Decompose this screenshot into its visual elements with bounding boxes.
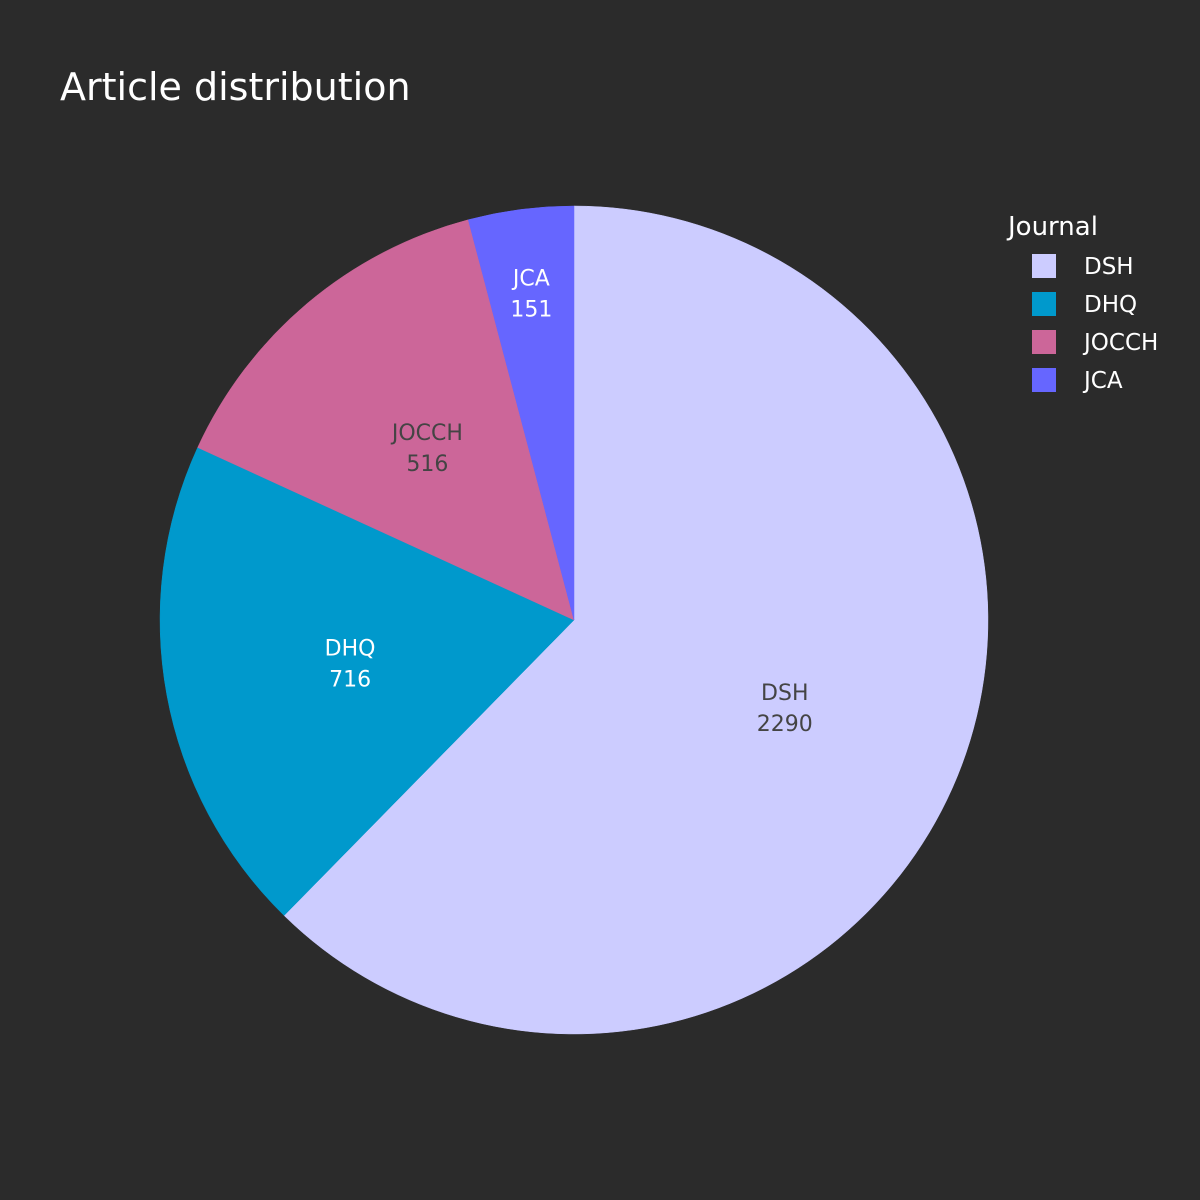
slice-value-jca: 151 [510, 298, 552, 323]
slice-label-dhq: DHQ [325, 636, 376, 661]
legend-swatch-jocch [1032, 330, 1056, 354]
legend-item-dhq[interactable]: DHQ [1032, 292, 1137, 318]
pie-slice-dsh[interactable] [283, 205, 989, 1035]
legend-swatch-dsh [1032, 254, 1056, 278]
legend: Journal DSH DHQ JOCCH JCA [1006, 212, 1158, 394]
pie-slice-labels: DSH 2290 DHQ 716 JOCCH 516 JCA 151 [325, 267, 813, 738]
legend-swatch-dhq [1032, 292, 1056, 316]
legend-label-dsh: DSH [1084, 254, 1134, 280]
chart-title: Article distribution [60, 65, 411, 109]
slice-label-jocch: JOCCH [390, 421, 463, 446]
slice-value-dhq: 716 [329, 667, 371, 692]
legend-label-jca: JCA [1082, 368, 1123, 394]
pie-slices [159, 205, 989, 1035]
pie-slice-jocch[interactable] [197, 219, 575, 621]
legend-title: Journal [1006, 212, 1098, 242]
slice-label-dsh: DSH [761, 681, 808, 706]
pie-slice-dhq[interactable] [159, 447, 575, 916]
slice-value-dsh: 2290 [757, 712, 813, 737]
legend-label-jocch: JOCCH [1082, 330, 1158, 356]
legend-label-dhq: DHQ [1084, 292, 1137, 318]
legend-swatch-jca [1032, 368, 1056, 392]
legend-item-jocch[interactable]: JOCCH [1032, 330, 1158, 356]
legend-item-dsh[interactable]: DSH [1032, 254, 1134, 280]
slice-value-jocch: 516 [406, 452, 448, 477]
legend-item-jca[interactable]: JCA [1032, 368, 1123, 394]
pie-slice-jca[interactable] [467, 205, 575, 621]
slice-label-jca: JCA [511, 267, 550, 292]
